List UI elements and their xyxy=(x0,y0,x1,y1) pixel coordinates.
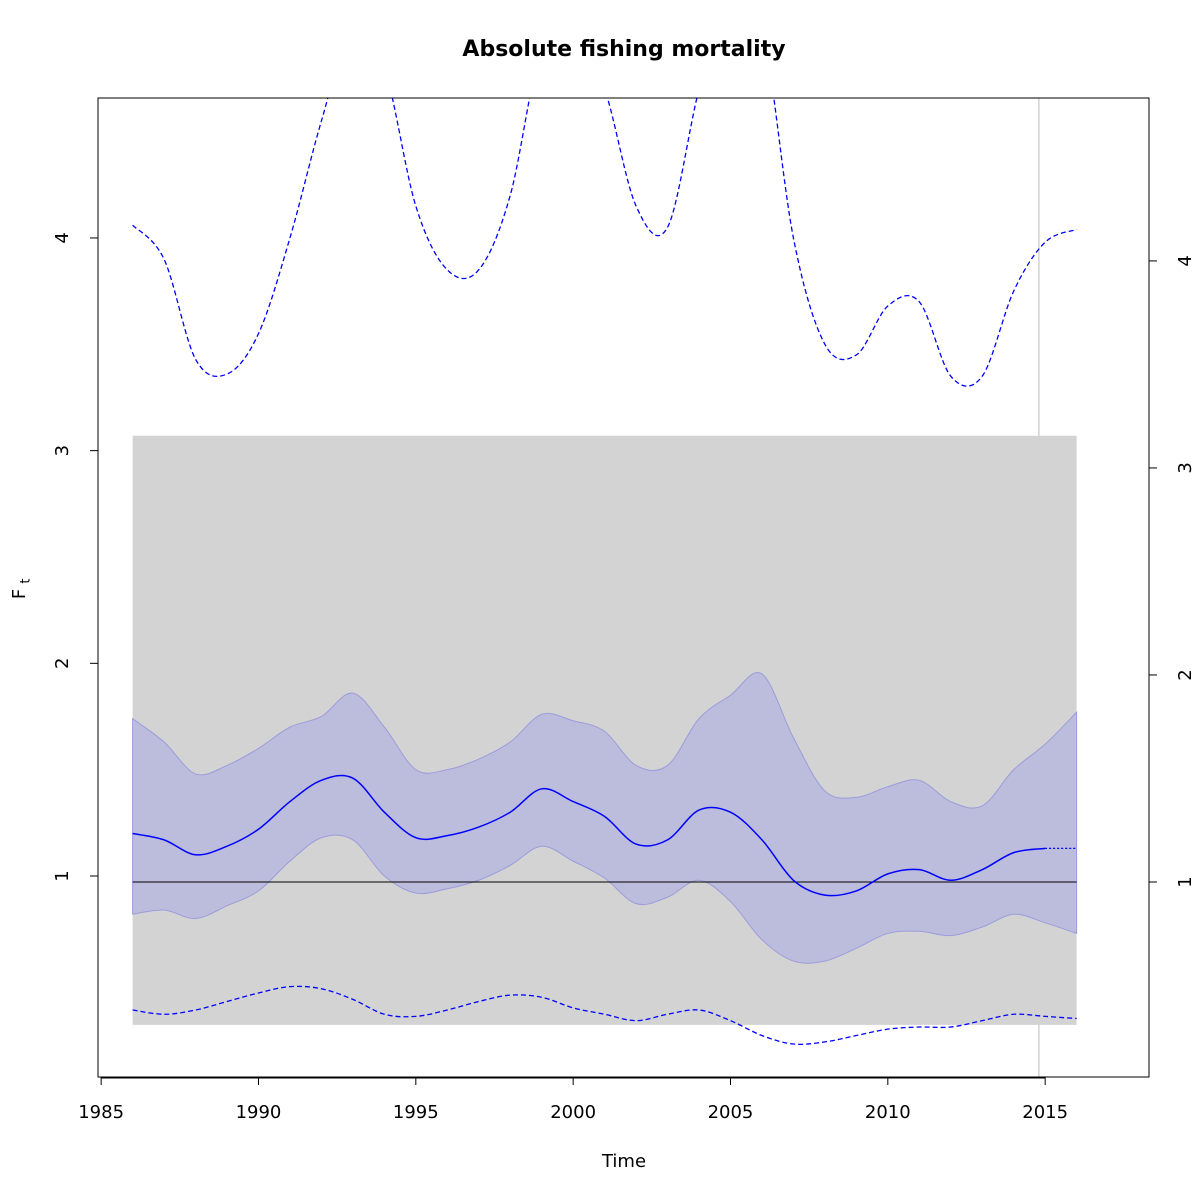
y-axis-label: F t xyxy=(9,578,34,599)
x-tick-label: 1995 xyxy=(393,1102,439,1123)
y2-tick-label: 1 xyxy=(1175,876,1196,887)
shaded-region xyxy=(132,435,1077,1025)
y-tick-label: 4 xyxy=(52,232,73,243)
x-tick-label: 2015 xyxy=(1022,1102,1068,1123)
y-axis-label-main: F xyxy=(9,589,30,599)
dashed-bound xyxy=(132,985,1077,1045)
confidence-band xyxy=(132,672,1078,964)
dashed-bound xyxy=(132,98,1077,387)
estimate-line xyxy=(132,774,1046,897)
x-tick-label: 1990 xyxy=(236,1102,282,1123)
x-tick-label: 2000 xyxy=(550,1102,596,1123)
y2-tick-label: 3 xyxy=(1175,462,1196,473)
y-tick-label: 3 xyxy=(52,445,73,456)
chart-title: Absolute fishing mortality xyxy=(462,37,785,62)
x-tick-label: 1985 xyxy=(78,1102,124,1123)
x-tick-label: 2010 xyxy=(865,1102,911,1123)
y2-tick-label: 2 xyxy=(1175,669,1196,680)
y-tick-label: 2 xyxy=(52,658,73,669)
y2-tick-label: 4 xyxy=(1175,255,1196,266)
y-axis-label-subscript: t xyxy=(19,578,34,583)
x-axis-label: Time xyxy=(601,1151,646,1172)
axes: 1985 1990 1995 2000 2005 2010 2015 1 2 3 4 1 2 3 4 xyxy=(52,232,1196,1123)
plot-area xyxy=(132,98,1078,1077)
y-tick-label: 1 xyxy=(52,870,73,881)
x-tick-label: 2005 xyxy=(708,1102,754,1123)
